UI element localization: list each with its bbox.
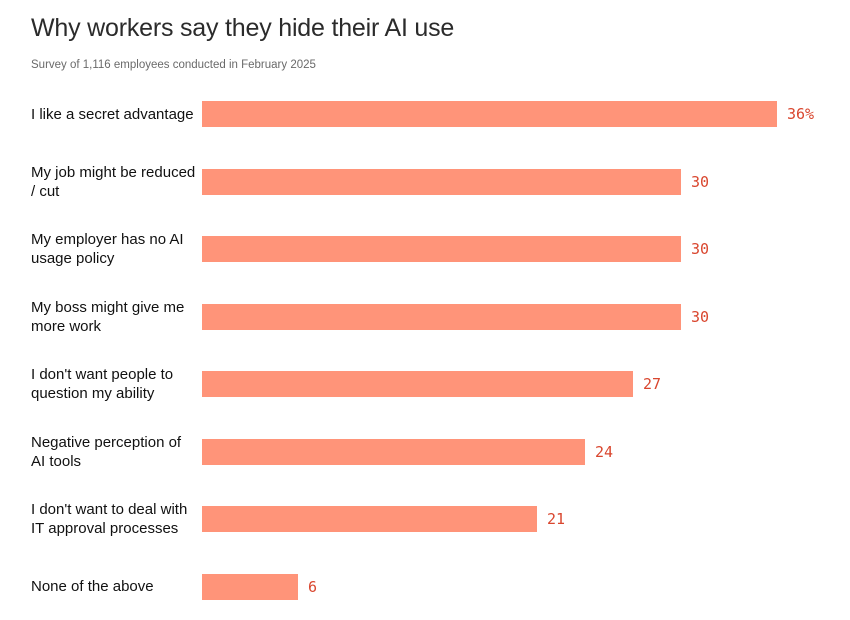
bar <box>202 371 633 397</box>
chart-subtitle: Survey of 1,116 employees conducted in F… <box>31 59 316 71</box>
category-label: I like a secret advantage <box>31 105 194 123</box>
category-label: I don't want people to question my abili… <box>31 366 174 402</box>
category-label: My job might be reduced / cut <box>31 163 196 200</box>
bar <box>202 303 681 330</box>
bar <box>202 506 537 532</box>
bar <box>202 236 681 262</box>
bar <box>202 573 298 600</box>
category-label: I don't want to deal with IT approval pr… <box>31 501 188 537</box>
category-label: My employer has no AI usage policy <box>31 231 184 267</box>
bar <box>202 101 777 127</box>
value-label: 24 <box>595 442 614 461</box>
value-label: 36% <box>787 105 815 123</box>
chart-title: Why workers say they hide their AI use <box>31 14 455 42</box>
category-label: Negative perception of AI tools <box>31 433 182 470</box>
value-label: 30 <box>691 240 710 258</box>
category-label: None of the above <box>31 578 154 595</box>
category-label: My boss might give me more work <box>31 298 185 335</box>
value-label: 27 <box>643 375 662 393</box>
bar <box>202 168 681 195</box>
value-label: 30 <box>691 172 710 191</box>
value-label: 21 <box>547 510 566 528</box>
bar <box>202 438 585 465</box>
value-label: 6 <box>308 577 318 596</box>
value-label: 30 <box>691 307 710 326</box>
